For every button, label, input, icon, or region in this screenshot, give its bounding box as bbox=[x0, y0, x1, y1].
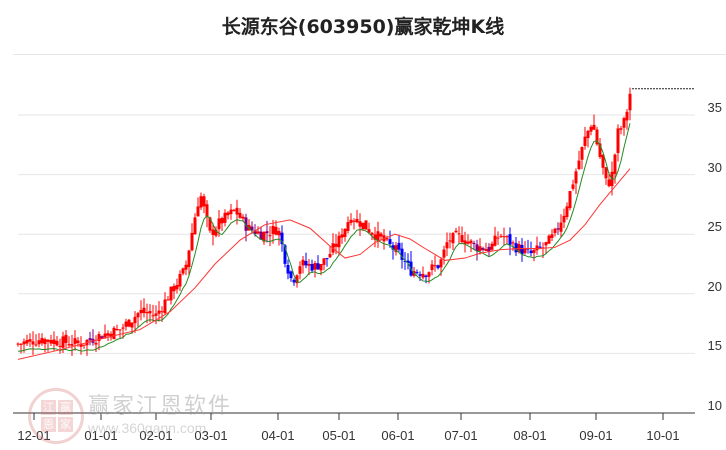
title-divider bbox=[13, 54, 726, 55]
x-tick-01-01: 01-01 bbox=[84, 428, 118, 443]
seal-char: 江 bbox=[41, 400, 56, 415]
watermark-url: www.360gann.com bbox=[88, 420, 207, 436]
watermark-seal: 江 赢 恩 家 bbox=[28, 388, 84, 444]
x-tick-07-01: 07-01 bbox=[444, 428, 478, 443]
seal-char: 恩 bbox=[41, 417, 56, 432]
y-tick-15: 15 bbox=[707, 338, 722, 353]
x-tick-03-01: 03-01 bbox=[194, 428, 228, 443]
y-tick-30: 30 bbox=[707, 160, 722, 175]
x-tick-10-01: 10-01 bbox=[646, 428, 680, 443]
seal-char: 家 bbox=[58, 417, 73, 432]
y-tick-10: 10 bbox=[707, 398, 722, 413]
seal-char: 赢 bbox=[58, 400, 73, 415]
y-tick-25: 25 bbox=[707, 219, 722, 234]
x-tick-09-01: 09-01 bbox=[579, 428, 613, 443]
x-tick-08-01: 08-01 bbox=[513, 428, 547, 443]
y-tick-35: 35 bbox=[707, 100, 722, 115]
chart-title: 长源东谷(603950)赢家乾坤K线 bbox=[221, 16, 505, 38]
x-tick-05-01: 05-01 bbox=[322, 428, 356, 443]
x-tick-04-01: 04-01 bbox=[261, 428, 295, 443]
y-tick-20: 20 bbox=[707, 279, 722, 294]
x-tick-02-01: 02-01 bbox=[139, 428, 173, 443]
x-tick-06-01: 06-01 bbox=[381, 428, 415, 443]
watermark-brand: 赢家江恩软件 bbox=[88, 394, 233, 419]
